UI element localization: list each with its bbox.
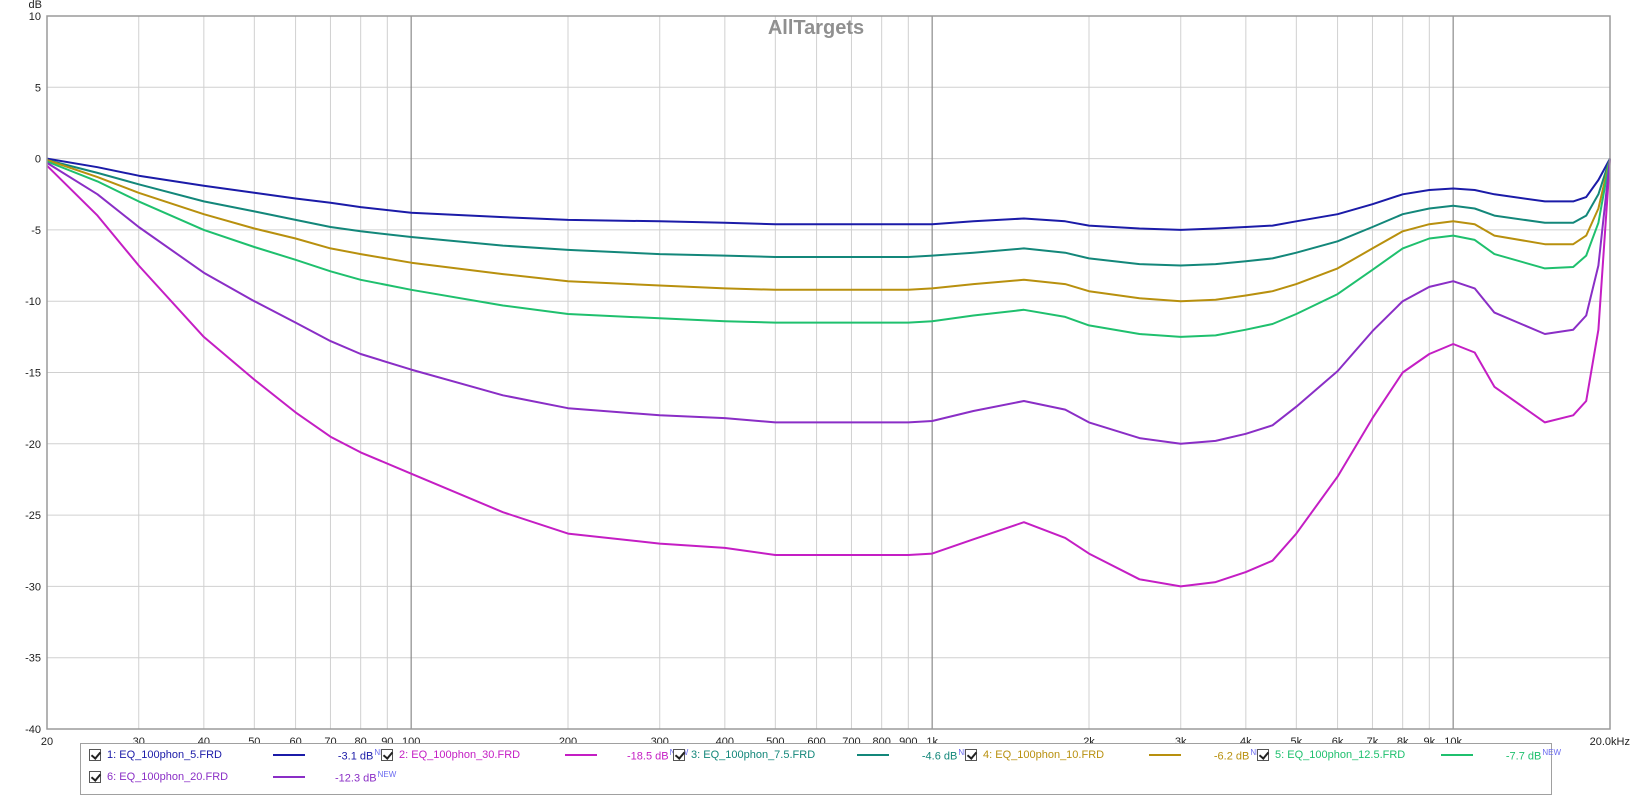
x-tick-label: 3k [1175,736,1187,745]
legend-item: 3: EQ_100phon_7.5.FRD-4.6 dBNEW [673,746,977,764]
series-lines [46,157,1611,588]
y-tick-label: 5 [35,82,41,94]
y-tick-label: -10 [25,296,41,308]
legend-series-name: 2: EQ_100phon_30.FRD [399,749,521,761]
legend-level-value: -12.3 dB [335,772,377,785]
y-tick-label: -5 [31,225,41,237]
series-line-3 [46,158,1611,267]
legend-line-swatch [1149,754,1181,756]
series-line-6 [46,158,1611,445]
legend-series-name: 1: EQ_100phon_5.FRD [107,749,222,761]
legend-line-swatch [565,754,597,756]
series-line-5 [46,158,1611,338]
x-tick-label: 90 [381,736,393,745]
x-tick-label: 100 [402,736,420,745]
y-tick-label: -20 [25,439,41,451]
y-tick-label: 10 [29,11,41,23]
legend-item: 1: EQ_100phon_5.FRD-3.1 dBNEW [89,746,393,764]
legend-item: 2: EQ_100phon_30.FRD-18.5 dBNEW [381,746,688,764]
x-tick-label: 300 [651,736,669,745]
legend-line-swatch [1441,754,1473,756]
legend-level[interactable]: -12.3 dBNEW [335,770,396,785]
x-tick-label: 600 [807,736,825,745]
legend-line-swatch [273,776,305,778]
legend-series-name: 4: EQ_100phon_10.FRD [983,749,1105,761]
y-tick-label: -30 [25,581,41,593]
series-line-1 [46,157,1611,231]
x-tick-label: 20.0kHz [1590,736,1630,745]
x-tick-label: 60 [289,736,301,745]
series-visibility-checkbox[interactable] [89,749,101,761]
x-tick-label: 200 [559,736,577,745]
series-visibility-checkbox[interactable] [965,749,977,761]
y-tick-label: -15 [25,368,41,380]
legend-series-name: 3: EQ_100phon_7.5.FRD [691,749,816,761]
x-tick-label: 50 [248,736,260,745]
legend-line-swatch [273,754,305,756]
legend-line-swatch [857,754,889,756]
x-tick-label: 5k [1291,736,1303,745]
legend-level-value: -18.5 dB [627,750,669,763]
x-tick-label: 70 [324,736,336,745]
series-line-4 [46,158,1611,303]
x-tick-label: 800 [872,736,890,745]
legend-new-badge: NEW [377,769,397,779]
legend-item: 6: EQ_100phon_20.FRD -12.3 dBNEW [89,768,396,786]
x-tick-label: 80 [355,736,367,745]
legend-level-value: -4.6 dB [921,750,958,763]
x-tick-label: 8k [1397,736,1409,745]
x-tick-label: 400 [716,736,734,745]
legend-level-value: -7.7 dB [1505,750,1542,763]
x-tick-label: 9k [1424,736,1436,745]
y-tick-label: -35 [25,653,41,665]
x-tick-label: 4k [1240,736,1252,745]
x-tick-label: 500 [766,736,784,745]
x-tick-label: 2k [1083,736,1095,745]
x-tick-label: 40 [198,736,210,745]
legend-level[interactable]: -7.7 dBNEW [1503,748,1561,763]
series-line-2 [46,158,1611,588]
x-tick-label: 900 [899,736,917,745]
x-tick-label: 700 [842,736,860,745]
legend-level-value: -6.2 dB [1213,750,1250,763]
legend-item: 5: EQ_100phon_12.5.FRD -7.7 dBNEW [1257,746,1561,764]
series-visibility-checkbox[interactable] [381,749,393,761]
series-visibility-checkbox[interactable] [1257,749,1269,761]
chart-title: AllTargets [768,17,864,39]
x-tick-label: 30 [133,736,145,745]
plot-frame [46,15,1611,730]
legend-new-badge: NEW [1542,747,1561,757]
series-visibility-checkbox[interactable] [673,749,685,761]
y-tick-label: -40 [25,724,41,736]
legend-level-value: -3.1 dB [337,750,374,763]
x-tick-label: 10k [1444,736,1462,745]
x-tick-label: 7k [1367,736,1379,745]
legend-series-name: 6: EQ_100phon_20.FRD [107,771,229,783]
y-tick-label: 0 [35,154,41,166]
x-tick-label: 20 [41,736,53,745]
x-tick-label: 6k [1332,736,1344,745]
legend-series-name: 5: EQ_100phon_12.5.FRD [1275,749,1406,761]
legend-item: 4: EQ_100phon_10.FRD-6.2 dBNEW [965,746,1269,764]
x-tick-label: 1k [926,736,938,745]
y-tick-label: -25 [25,510,41,522]
legend: 1: EQ_100phon_5.FRD-3.1 dBNEW2: EQ_100ph… [80,743,1561,795]
y-axis-unit: dB [29,0,42,11]
series-visibility-checkbox[interactable] [89,771,101,783]
